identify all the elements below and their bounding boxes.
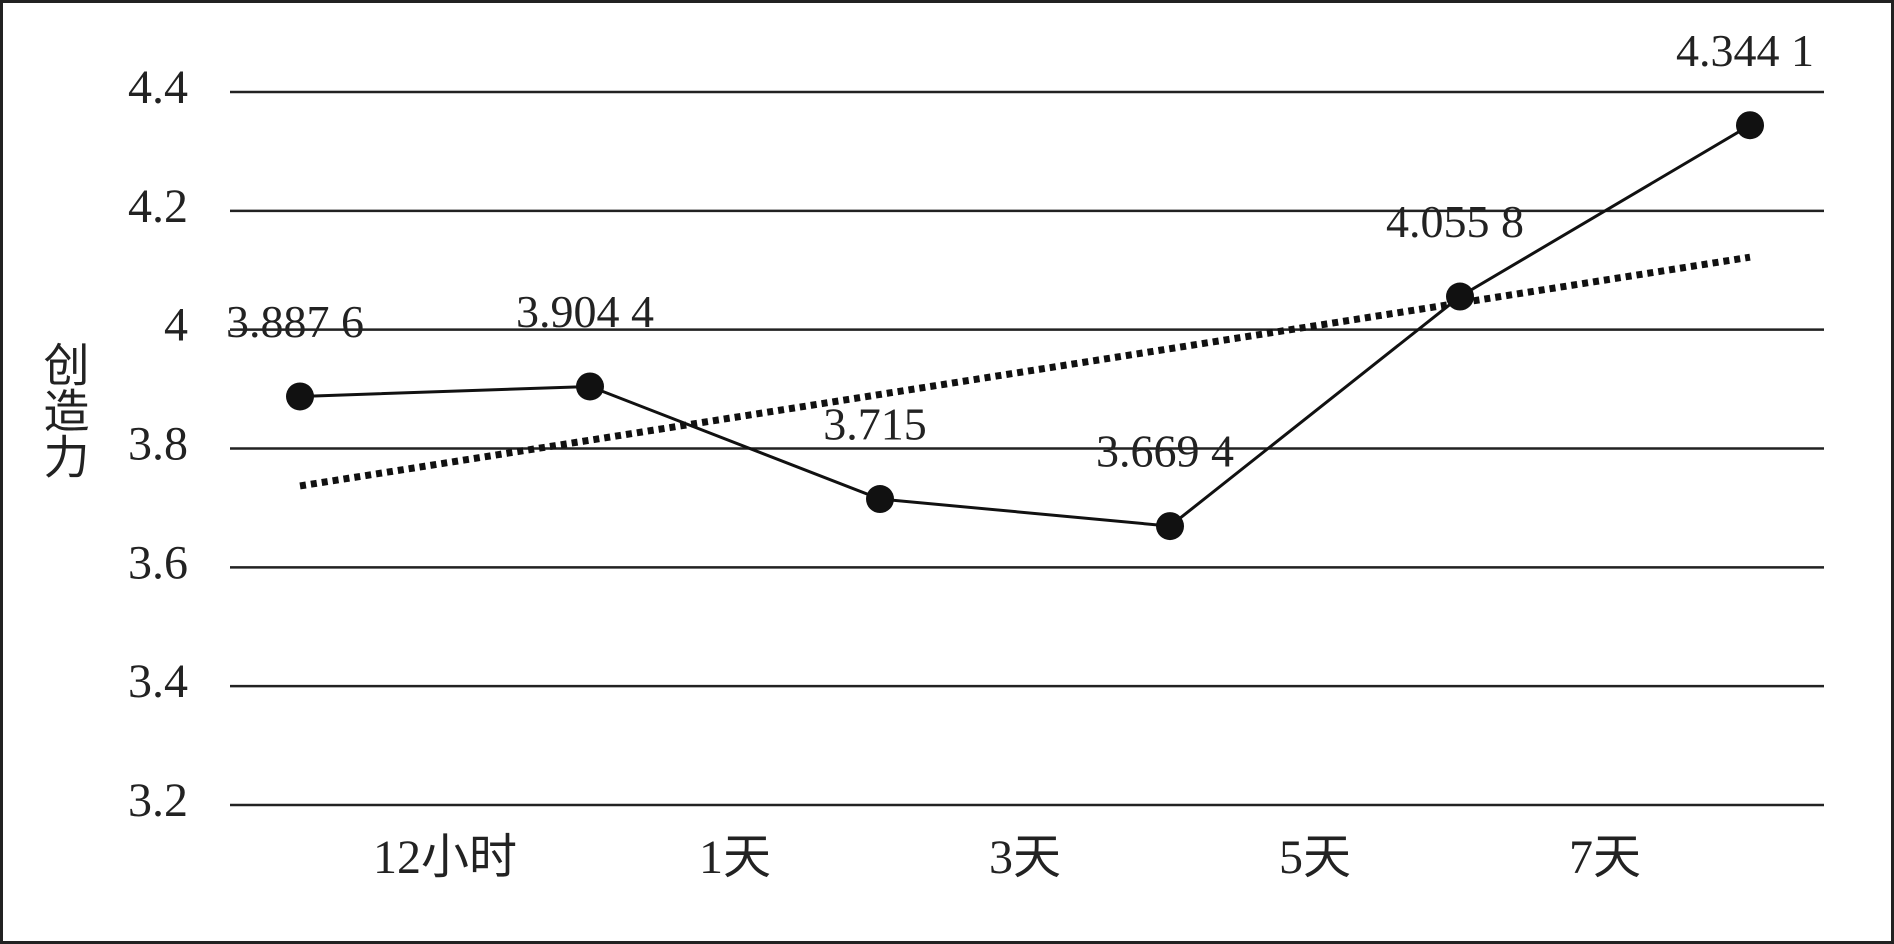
y-tick-label: 3.6 — [128, 536, 188, 589]
trend-line — [299, 253, 1751, 490]
data-point — [1736, 111, 1764, 140]
x-tick-label: 1天 — [699, 831, 771, 884]
data-point — [286, 382, 314, 411]
y-tick-label: 3.4 — [128, 655, 188, 708]
data-label: 3.904 4 — [516, 286, 654, 337]
data-label: 3.669 4 — [1096, 426, 1234, 477]
y-tick-label: 4.2 — [128, 180, 188, 233]
x-tick-label: 12小时 — [373, 831, 517, 884]
x-tick-label: 7天 — [1569, 831, 1641, 884]
data-label: 4.055 8 — [1386, 196, 1524, 247]
data-point — [1446, 282, 1474, 311]
y-axis-label: 创造力 — [37, 341, 88, 479]
y-tick-label: 3.2 — [128, 774, 188, 827]
y-tick-label: 4 — [164, 299, 188, 352]
y-tick-label: 4.4 — [128, 61, 188, 114]
data-point — [576, 372, 604, 401]
y-tick-label: 3.8 — [128, 418, 188, 471]
data-label: 4.344 1 — [1676, 25, 1814, 76]
data-label: 3.715 — [823, 399, 927, 450]
x-tick-label: 3天 — [989, 831, 1061, 884]
data-line — [299, 123, 1751, 528]
data-label: 3.887 6 — [226, 296, 364, 347]
data-point — [866, 485, 894, 514]
x-tick-label: 5天 — [1279, 831, 1351, 884]
data-point — [1156, 512, 1184, 541]
